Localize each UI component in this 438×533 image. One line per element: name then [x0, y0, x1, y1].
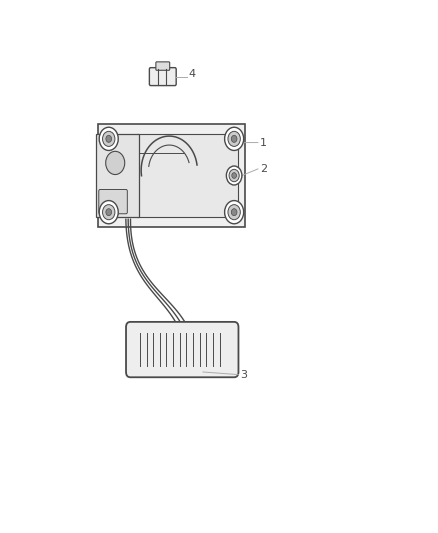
FancyBboxPatch shape	[126, 322, 238, 377]
Circle shape	[225, 127, 244, 150]
FancyBboxPatch shape	[96, 134, 139, 217]
Text: 1: 1	[260, 138, 267, 148]
Circle shape	[225, 200, 244, 224]
FancyBboxPatch shape	[99, 190, 127, 214]
Circle shape	[228, 205, 240, 220]
Circle shape	[102, 205, 115, 220]
Text: 2: 2	[260, 164, 267, 174]
Circle shape	[229, 169, 239, 182]
Circle shape	[99, 127, 118, 150]
FancyBboxPatch shape	[98, 124, 245, 227]
Circle shape	[228, 131, 240, 147]
Text: 4: 4	[189, 69, 196, 79]
Circle shape	[232, 173, 237, 179]
FancyBboxPatch shape	[137, 134, 238, 217]
Circle shape	[231, 135, 237, 142]
FancyBboxPatch shape	[156, 62, 170, 70]
Circle shape	[231, 209, 237, 216]
Circle shape	[106, 135, 112, 142]
Text: 3: 3	[240, 369, 247, 379]
Circle shape	[102, 131, 115, 147]
Circle shape	[106, 209, 112, 216]
Circle shape	[106, 151, 125, 174]
Circle shape	[99, 200, 118, 224]
FancyBboxPatch shape	[149, 68, 176, 86]
Circle shape	[226, 166, 242, 185]
